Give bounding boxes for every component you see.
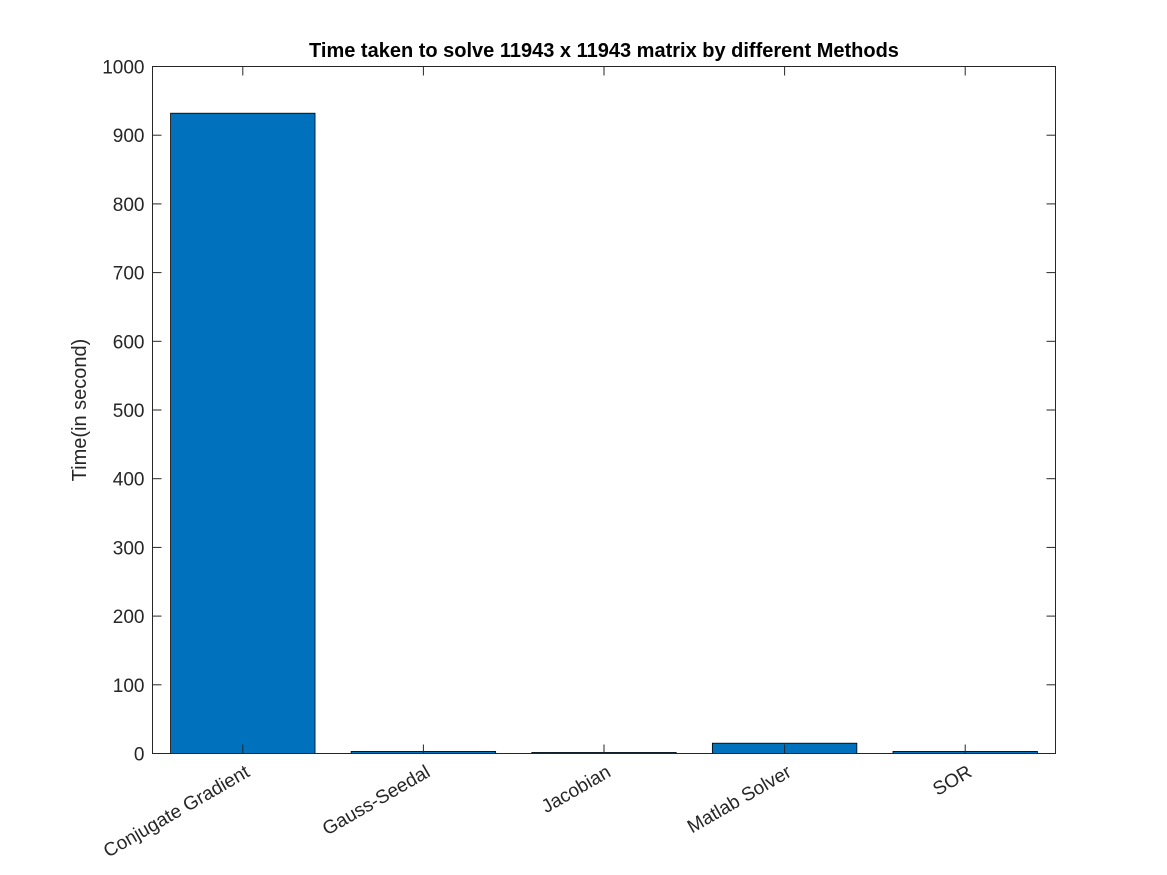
y-tick-label: 200 xyxy=(113,607,145,628)
y-axis-label: Time(in second) xyxy=(69,339,91,482)
plot-frame xyxy=(152,66,1056,754)
y-tick-label: 900 xyxy=(113,126,145,147)
x-tick-label: Jacobian xyxy=(538,762,614,818)
y-tick-label: 800 xyxy=(113,195,145,216)
y-tick-label: 500 xyxy=(113,401,145,422)
x-tick-label: Gauss-Seedal xyxy=(319,762,434,840)
y-tick-label: 600 xyxy=(113,332,145,353)
bar-conjugate-gradient xyxy=(170,112,316,754)
y-tick-label: 1000 xyxy=(102,58,144,79)
y-tick-label: 100 xyxy=(113,676,145,697)
y-tick-label: 400 xyxy=(113,470,145,491)
chart-title: Time taken to solve 11943 x 11943 matrix… xyxy=(309,40,899,62)
y-tick-label: 0 xyxy=(134,745,145,766)
y-tick-label: 300 xyxy=(113,538,145,559)
x-tick-label: Conjugate Gradient xyxy=(100,761,254,862)
bars-layer xyxy=(170,112,1038,754)
x-tick-label: SOR xyxy=(930,762,976,801)
y-tick-label: 700 xyxy=(113,264,145,285)
x-tick-label: Matlab Solver xyxy=(684,761,796,838)
